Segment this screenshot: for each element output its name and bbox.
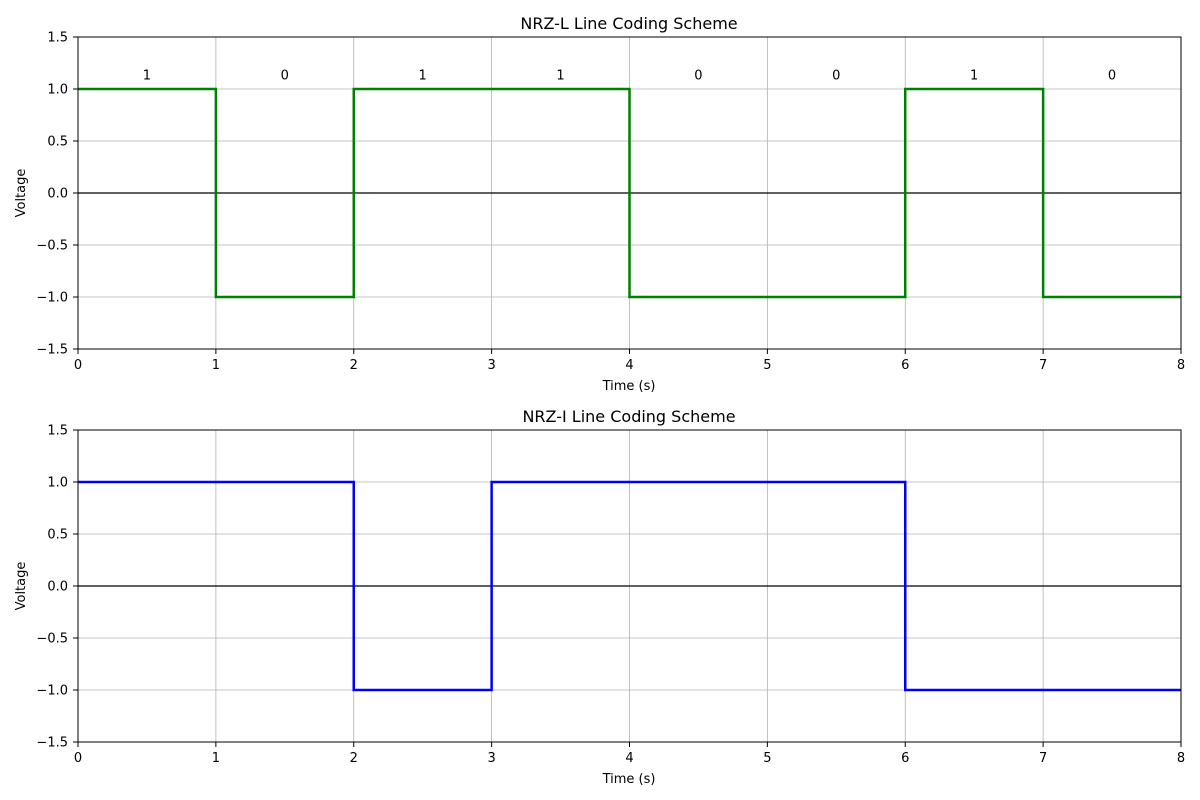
nrz-i-x-tick-label: 2 [350, 751, 358, 766]
nrz-l-y-tick-label: −1.0 [36, 291, 68, 306]
nrz-i-x-tick-label: 8 [1177, 751, 1185, 766]
nrz-l-bit-label: 0 [1108, 69, 1116, 84]
nrz-i-x-tick-label: 7 [1039, 751, 1047, 766]
nrz-l-x-tick-label: 2 [350, 358, 358, 373]
nrz-i-x-tick-label: 0 [74, 751, 82, 766]
nrz-l-x-tick-label: 6 [901, 358, 909, 373]
nrz-l-x-tick-label: 8 [1177, 358, 1185, 373]
nrz-l-x-tick-label: 5 [763, 358, 771, 373]
nrz-l-y-tick-label: 0.5 [47, 135, 68, 150]
nrz-l-y-tick-label: −1.5 [36, 343, 68, 358]
nrz-l-y-axis-label: Voltage [14, 169, 29, 218]
nrz-i-y-tick-label: −0.5 [36, 632, 68, 647]
nrz-l-x-tick-label: 3 [487, 358, 495, 373]
nrz-l-bit-label: 1 [970, 69, 978, 84]
nrz-l-x-tick-label: 0 [74, 358, 82, 373]
nrz-i-panel: NRZ-I Line Coding Scheme 0 1 2 3 4 5 6 7 8 1.5 1.0… [14, 407, 1185, 787]
nrz-l-x-tick-label: 4 [625, 358, 633, 373]
nrz-l-x-tick-label: 1 [212, 358, 220, 373]
nrz-l-title: NRZ-L Line Coding Scheme [520, 14, 737, 33]
nrz-l-x-tick-label: 7 [1039, 358, 1047, 373]
nrz-l-bit-label: 1 [556, 69, 564, 84]
nrz-i-title: NRZ-I Line Coding Scheme [522, 407, 735, 426]
nrz-i-x-tick-label: 4 [625, 751, 633, 766]
nrz-l-signal-line [78, 87, 1181, 299]
nrz-i-x-tick-label: 6 [901, 751, 909, 766]
nrz-i-y-axis-label: Voltage [14, 562, 29, 611]
nrz-l-y-tick-label: −0.5 [36, 239, 68, 254]
nrz-l-y-tick-label: 0.0 [47, 187, 68, 202]
nrz-l-panel: NRZ-L Line Coding Scheme 1 0 1 1 0 0 1 0 0 1 2 3 4 5 6… [14, 14, 1185, 394]
nrz-i-x-tick-label: 1 [212, 751, 220, 766]
nrz-i-y-tick-label: −1.0 [36, 684, 68, 699]
nrz-l-y-tick-label: 1.0 [47, 83, 68, 98]
nrz-l-bit-label: 1 [419, 69, 427, 84]
nrz-i-y-tick-label: 0.5 [47, 528, 68, 543]
nrz-i-y-tick-label: 1.0 [47, 476, 68, 491]
nrz-i-x-tick-label: 5 [763, 751, 771, 766]
nrz-l-bit-label: 0 [832, 69, 840, 84]
nrz-l-x-axis-label: Time (s) [602, 379, 656, 394]
nrz-l-bit-label: 1 [143, 69, 151, 84]
nrz-i-y-tick-label: 0.0 [47, 580, 68, 595]
nrz-i-signal-line [78, 480, 1181, 692]
nrz-i-y-tick-label: 1.5 [47, 424, 68, 439]
nrz-l-y-tick-label: 1.5 [47, 31, 68, 46]
nrz-l-bit-label: 0 [694, 69, 702, 84]
nrz-i-y-tick-label: −1.5 [36, 736, 68, 751]
nrz-l-bit-label: 0 [281, 69, 289, 84]
nrz-i-plot-area: 0 1 2 3 4 5 6 7 8 1.5 1.0 0.5 0.0 −0.5 −1.0 −1.5 [36, 424, 1185, 767]
nrz-i-x-axis-label: Time (s) [602, 772, 656, 787]
nrz-l-plot-area: 1 0 1 1 0 0 1 0 0 1 2 3 4 5 6 7 8 1.5 1.0 0.5 0.0 −0.5 −1.0 −1.… [36, 31, 1185, 374]
nrz-i-x-tick-label: 3 [487, 751, 495, 766]
